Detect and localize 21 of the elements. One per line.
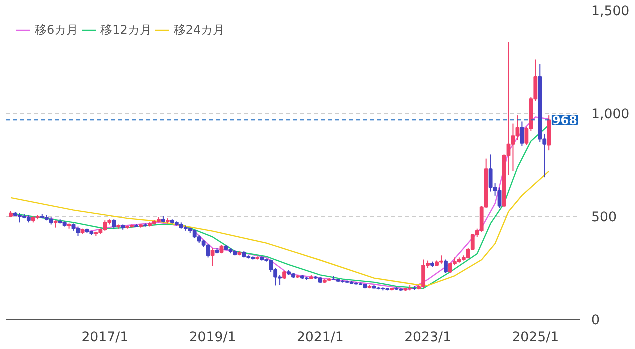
- x-tick-label: 2017/1: [82, 330, 129, 346]
- x-tick-label: 2019/1: [189, 330, 236, 346]
- ref-line-label: 968: [552, 114, 578, 128]
- candlestick: [444, 259, 448, 274]
- x-tick-label: 2025/1: [512, 330, 560, 346]
- legend-label: 移24カ月: [174, 22, 226, 38]
- y-tick-label: 1,000: [592, 108, 630, 122]
- y-tick-label: 500: [592, 210, 617, 226]
- candlestick: [206, 244, 210, 258]
- candlestick: [112, 219, 116, 230]
- candlestick: [520, 121, 524, 147]
- candlestick: [210, 248, 215, 267]
- x-tick-label: 2021/1: [296, 330, 344, 346]
- y-tick-label: 0: [592, 314, 600, 328]
- line-series: [10, 170, 550, 286]
- legend-label: 移6カ月: [35, 22, 79, 38]
- legend-label: 移12カ月: [100, 22, 152, 38]
- y-tick-label: 1,500: [592, 4, 630, 20]
- x-tick-label: 2023/1: [404, 330, 452, 346]
- candlestick: [511, 123, 516, 172]
- candlestick: [76, 226, 80, 237]
